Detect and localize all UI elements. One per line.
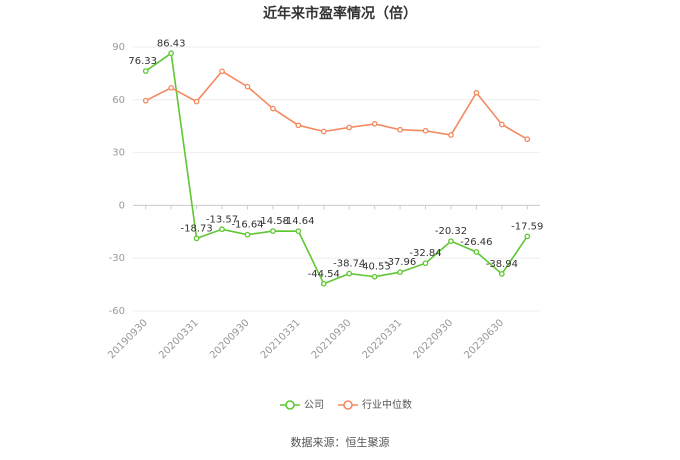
data-label: -38.94 bbox=[486, 259, 518, 270]
point bbox=[193, 235, 200, 242]
point bbox=[142, 97, 149, 104]
y-tick-label: 90 bbox=[112, 42, 125, 53]
point bbox=[371, 273, 378, 280]
point bbox=[320, 280, 327, 287]
x-tick-label: 20200331 bbox=[157, 317, 201, 361]
data-label: -13.57 bbox=[206, 214, 238, 225]
y-tick-label: 30 bbox=[112, 148, 125, 159]
x-tick-label: 20210331 bbox=[259, 317, 303, 361]
point bbox=[422, 127, 429, 134]
x-tick-label: 20200930 bbox=[208, 317, 252, 361]
point bbox=[219, 226, 225, 233]
legend-label: 行业中位数 bbox=[362, 398, 412, 411]
data-label: -38.74 bbox=[333, 259, 365, 270]
point bbox=[448, 132, 454, 138]
x-tick-label: 20220331 bbox=[361, 317, 405, 361]
data-label: -14.58 bbox=[257, 216, 289, 227]
point bbox=[346, 270, 353, 277]
point bbox=[320, 128, 327, 135]
data-label: -18.73 bbox=[180, 223, 212, 234]
point bbox=[244, 231, 251, 238]
legend-label: 公司 bbox=[304, 400, 324, 411]
point bbox=[219, 68, 225, 75]
y-tick-label: -30 bbox=[109, 253, 125, 264]
y-tick-label: 0 bbox=[119, 200, 125, 211]
point bbox=[473, 89, 480, 96]
data-label: 86.43 bbox=[157, 38, 186, 49]
chart-title: 近年来市盈率情况（倍） bbox=[263, 5, 417, 22]
x-tick-label: 20220930 bbox=[411, 317, 455, 361]
point bbox=[498, 121, 505, 128]
point bbox=[193, 98, 200, 105]
point bbox=[295, 122, 302, 129]
point bbox=[524, 233, 531, 240]
point bbox=[168, 50, 175, 57]
point bbox=[498, 271, 505, 277]
data-label: -26.46 bbox=[460, 237, 492, 248]
point bbox=[371, 121, 378, 127]
point bbox=[448, 238, 454, 245]
data-label: -16.64 bbox=[231, 220, 263, 231]
point bbox=[270, 105, 276, 112]
data-label: -14.64 bbox=[282, 216, 314, 227]
x-tick-label: 20230630 bbox=[462, 317, 506, 361]
data-label: 76.33 bbox=[128, 56, 157, 67]
y-tick-label: 60 bbox=[112, 95, 125, 106]
point bbox=[422, 260, 429, 267]
source-note: 数据来源：恒生聚源 bbox=[291, 435, 390, 449]
x-tick-label: 20190930 bbox=[106, 317, 150, 361]
data-label: -37.96 bbox=[384, 257, 416, 268]
legend-marker bbox=[343, 400, 353, 410]
data-label: -32.84 bbox=[409, 248, 441, 259]
data-label: -44.54 bbox=[308, 269, 340, 280]
point bbox=[295, 228, 302, 235]
point bbox=[473, 249, 480, 255]
point bbox=[270, 228, 276, 234]
point bbox=[524, 136, 531, 143]
point bbox=[168, 84, 175, 91]
point bbox=[346, 124, 353, 131]
point bbox=[142, 68, 149, 74]
data-label: -40.53 bbox=[359, 262, 391, 273]
x-tick-label: 20210930 bbox=[310, 317, 354, 361]
point bbox=[397, 269, 403, 276]
series-line bbox=[145, 70, 528, 140]
data-label: -20.32 bbox=[435, 226, 467, 237]
legend-marker bbox=[285, 400, 295, 410]
series-line bbox=[145, 51, 528, 285]
data-label: -17.59 bbox=[511, 221, 543, 232]
point bbox=[397, 126, 403, 133]
y-tick-label: -60 bbox=[109, 306, 125, 317]
point bbox=[244, 83, 251, 90]
